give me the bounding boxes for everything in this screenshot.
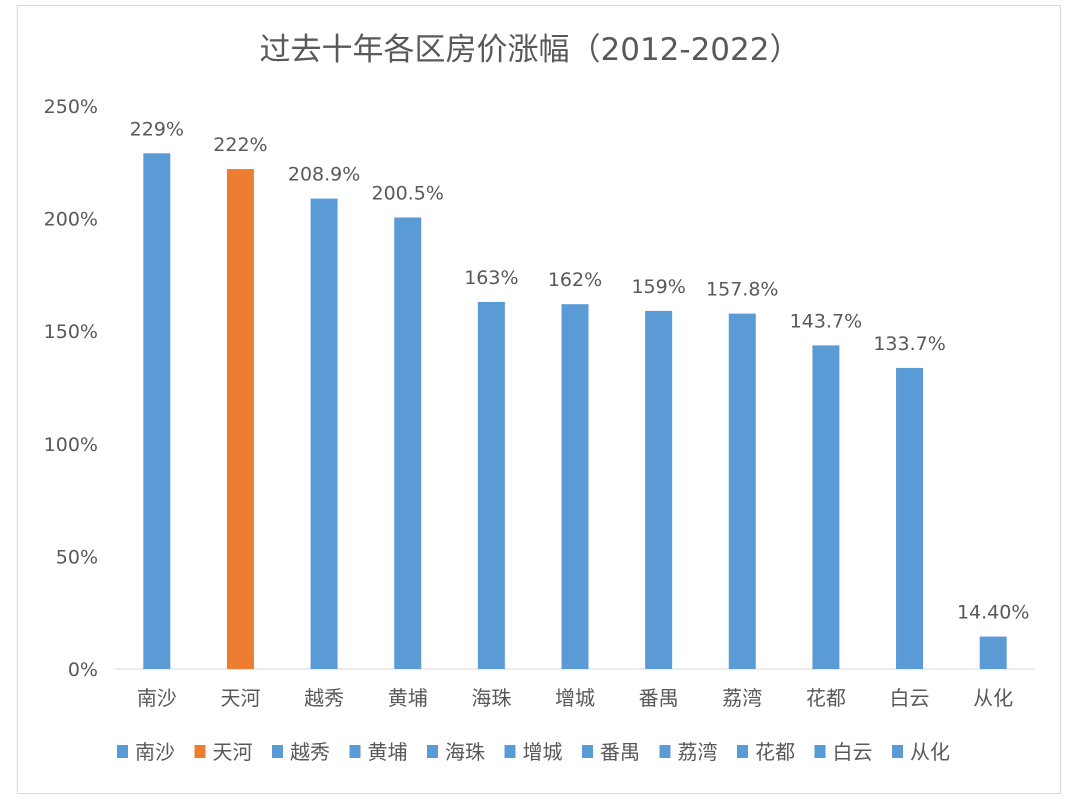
chart-title: 过去十年各区房价涨幅（2012-2022） (260, 32, 801, 68)
legend-swatch (814, 745, 826, 758)
y-tick-label: 100% (44, 434, 98, 456)
legend-swatch (582, 745, 593, 758)
legend-entry: 南沙 (135, 740, 175, 764)
legend-entry: 番禺 (600, 740, 640, 764)
data-label: 14.40% (957, 602, 1029, 624)
data-label: 159% (631, 276, 685, 298)
bar-番禺 (645, 310, 673, 669)
x-tick-label: 从化 (973, 686, 1013, 710)
y-tick-label: 150% (44, 321, 98, 343)
bar-白云 (896, 367, 924, 669)
bar-黄埔 (394, 217, 422, 669)
data-label: 163% (464, 267, 518, 289)
legend-swatch (659, 745, 671, 758)
legend-swatch (272, 745, 283, 758)
data-label: 222% (213, 134, 267, 156)
y-tick-label: 50% (56, 546, 98, 568)
legend-entry: 花都 (755, 740, 795, 764)
legend-swatch (892, 745, 903, 758)
legend-swatch (349, 745, 361, 758)
data-label: 162% (548, 269, 602, 291)
legend-swatch (117, 745, 128, 758)
legend-swatch (504, 745, 516, 758)
data-label: 143.7% (790, 310, 862, 332)
y-tick-label: 200% (44, 209, 98, 231)
x-tick-label: 荔湾 (722, 686, 762, 710)
bar-荔湾 (728, 313, 756, 669)
bar-天河 (226, 169, 254, 669)
bar-增城 (561, 304, 589, 669)
bars: 229% 南沙 222% 天河 208.9% 越秀 200.5% 黄埔 163% 海珠 162% 增城… (130, 118, 1030, 710)
y-axis: 0% 50% 100% 150% 200% 250% (44, 96, 98, 681)
y-tick-label: 0% (68, 659, 98, 681)
legend-entry: 从化 (910, 740, 950, 764)
x-tick-label: 海珠 (471, 686, 511, 710)
bar-南沙 (143, 153, 171, 670)
legend-entry: 越秀 (290, 740, 330, 764)
x-tick-label: 白云 (890, 686, 930, 710)
x-tick-label: 天河 (220, 686, 260, 710)
data-label: 200.5% (372, 182, 444, 204)
legend-entry: 白云 (833, 740, 873, 764)
data-label: 133.7% (873, 333, 945, 355)
data-label: 229% (130, 118, 184, 140)
x-tick-label: 黄埔 (388, 686, 428, 710)
bar-海珠 (477, 301, 505, 669)
legend-swatch (427, 745, 438, 758)
legend-swatch (194, 745, 206, 758)
data-label: 157.8% (706, 279, 778, 301)
legend-entry: 天河 (213, 740, 253, 764)
legend-entry: 黄埔 (368, 740, 408, 764)
bar-花都 (812, 345, 840, 669)
bar-越秀 (310, 198, 338, 670)
legend-entry: 荔湾 (678, 740, 718, 764)
legend-entry: 增城 (523, 740, 563, 764)
x-tick-label: 南沙 (137, 686, 177, 710)
legend-entry: 海珠 (445, 740, 485, 764)
data-label: 208.9% (288, 164, 360, 186)
chart-frame (17, 5, 1061, 794)
legend: 南沙 天河 越秀 黄埔 海珠 增城 番禺 荔湾 花都 白云 从化 (117, 740, 950, 764)
x-tick-label: 增城 (555, 686, 595, 710)
bar-从化 (979, 636, 1007, 669)
legend-swatch (737, 745, 748, 758)
x-tick-label: 花都 (806, 686, 846, 710)
x-tick-label: 番禺 (639, 686, 679, 710)
y-tick-label: 250% (44, 96, 98, 118)
x-tick-label: 越秀 (304, 686, 344, 710)
